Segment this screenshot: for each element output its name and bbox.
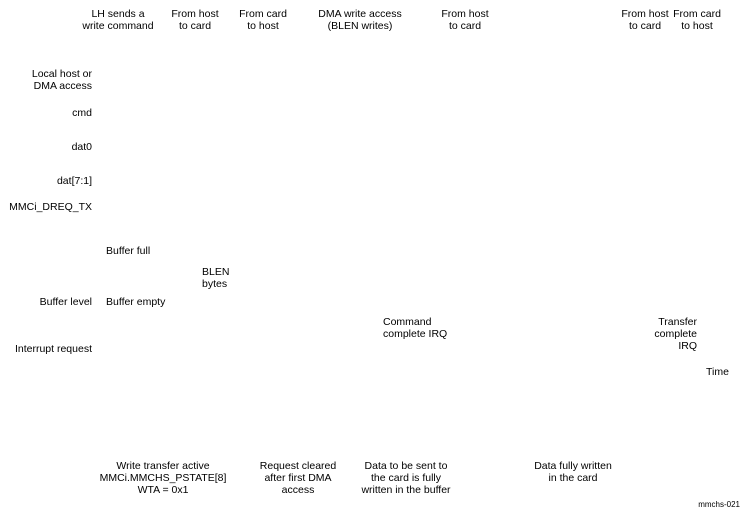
svg-text:Response: Response <box>292 101 339 113</box>
timing-diagram: Data Command Response Data CRCstatus Busy Data <box>0 0 748 515</box>
label-buffer-full: Buffer full <box>106 245 150 257</box>
top-label-lh-write: LH sends a write command <box>78 8 158 32</box>
row-label-localhost: Local host or DMA access <box>32 68 92 92</box>
top-label-card2host2: From card to host <box>670 8 724 32</box>
row-label-interrupt: Interrupt request <box>15 343 92 355</box>
bottom-label-wta: Write transfer active MMCi.MMCHS_PSTATE[… <box>88 460 238 496</box>
bottom-label-data-full: Data fully written in the card <box>528 460 618 484</box>
svg-text:Busy: Busy <box>662 135 686 147</box>
row-label-dat71: dat[7:1] <box>57 175 92 187</box>
svg-text:Data: Data <box>465 169 487 181</box>
top-label-host2card2: From host to card <box>438 8 492 32</box>
top-label-host2card3: From host to card <box>618 8 672 32</box>
bottom-label-data-sent: Data to be sent to the card is fully wri… <box>358 460 454 496</box>
svg-text:Data: Data <box>314 67 336 79</box>
bottom-label-req-clear: Request cleared after first DMA access <box>250 460 346 496</box>
row-label-buffer: Buffer level <box>40 296 92 308</box>
top-label-card2host1: From card to host <box>236 8 290 32</box>
svg-text:CRC: CRC <box>613 134 631 143</box>
svg-text:Data: Data <box>465 135 487 147</box>
row-label-dreq: MMCi_DREQ_TX <box>9 201 92 213</box>
svg-text:status: status <box>611 139 632 148</box>
top-label-dma-write: DMA write access (BLEN writes) <box>310 8 410 32</box>
top-label-host2card1: From host to card <box>168 8 222 32</box>
row-label-cmd: cmd <box>72 107 92 119</box>
label-buffer-empty: Buffer empty <box>106 296 165 308</box>
label-blen: BLEN bytes <box>202 266 229 290</box>
svg-text:Command: Command <box>195 101 244 113</box>
label-cmd-irq: Command complete IRQ <box>383 316 447 340</box>
label-xfer-irq: Transfer complete IRQ <box>635 316 697 352</box>
row-label-dat0: dat0 <box>72 141 92 153</box>
watermark: mmchs-021 <box>698 500 740 509</box>
label-time: Time <box>706 366 729 378</box>
